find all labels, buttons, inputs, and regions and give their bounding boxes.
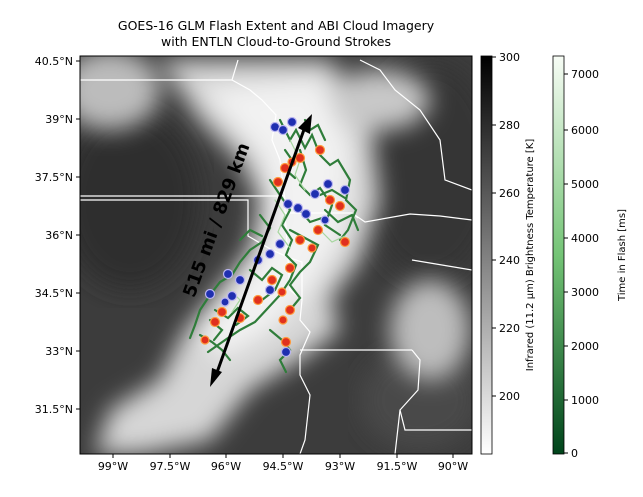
lat-tick-label: 36°N xyxy=(45,229,73,242)
time-tick-label: 1000 xyxy=(571,394,599,407)
lat-tick-label: 34.5°N xyxy=(35,287,73,300)
lon-tick-label: 90°W xyxy=(438,460,468,473)
time-tick-label: 0 xyxy=(571,447,578,460)
lat-tick-label: 33°N xyxy=(45,345,73,358)
lon-tick-label: 99°W xyxy=(98,460,128,473)
temp-tick-label: 260 xyxy=(499,187,520,200)
lon-tick-label: 91.5°W xyxy=(377,460,418,473)
lon-tick-label: 94.5°W xyxy=(263,460,304,473)
time-tick-label: 6000 xyxy=(571,124,599,137)
temperature-colorbar-gradient xyxy=(480,55,493,455)
temp-tick-label: 220 xyxy=(499,322,520,335)
time-colorbar-label: Time in Flash [ms] xyxy=(617,209,628,302)
lat-tick-label: 31.5°N xyxy=(35,403,73,416)
temperature-colorbar: 300 280 260 240 220 200 Infrared (11.2 µ… xyxy=(480,51,536,455)
cloud-shield xyxy=(80,56,470,454)
state-boundaries xyxy=(80,59,472,454)
temperature-colorbar-label: Infrared (11.2 µm) Brightness Temperatur… xyxy=(525,139,536,372)
lat-tick-label: 37.5°N xyxy=(35,171,73,184)
map-panel: 515 mi / 829 km xyxy=(80,56,472,454)
time-tick-label: 5000 xyxy=(571,178,599,191)
time-colorbar-gradient xyxy=(552,55,565,455)
title-line-2: with ENTLN Cloud-to-Ground Strokes xyxy=(161,34,391,49)
map-frame xyxy=(79,55,473,455)
lon-tick-label: 93°W xyxy=(325,460,355,473)
lat-tick-label: 39°N xyxy=(45,113,73,126)
temp-tick-label: 300 xyxy=(499,51,520,64)
lat-axis: 40.5°N 39°N 37.5°N 36°N 34.5°N 33°N 31.5… xyxy=(35,55,80,416)
time-tick-label: 4000 xyxy=(571,232,599,245)
temp-tick-label: 200 xyxy=(499,390,520,403)
temp-tick-label: 240 xyxy=(499,254,520,267)
time-tick-label: 3000 xyxy=(571,286,599,299)
lat-tick-label: 40.5°N xyxy=(35,55,73,68)
time-tick-label: 2000 xyxy=(571,340,599,353)
time-tick-label: 7000 xyxy=(571,68,599,81)
time-colorbar: 7000 6000 5000 4000 3000 2000 1000 0 Tim… xyxy=(552,55,628,460)
title-line-1: GOES-16 GLM Flash Extent and ABI Cloud I… xyxy=(118,18,435,33)
distance-arrow xyxy=(210,114,312,387)
lon-tick-label: 96°W xyxy=(211,460,241,473)
cg-strokes-positive xyxy=(200,144,351,348)
lon-tick-label: 97.5°W xyxy=(150,460,191,473)
temp-tick-label: 280 xyxy=(499,119,520,132)
lon-axis: 99°W 97.5°W 96°W 94.5°W 93°W 91.5°W 90°W xyxy=(98,454,468,473)
